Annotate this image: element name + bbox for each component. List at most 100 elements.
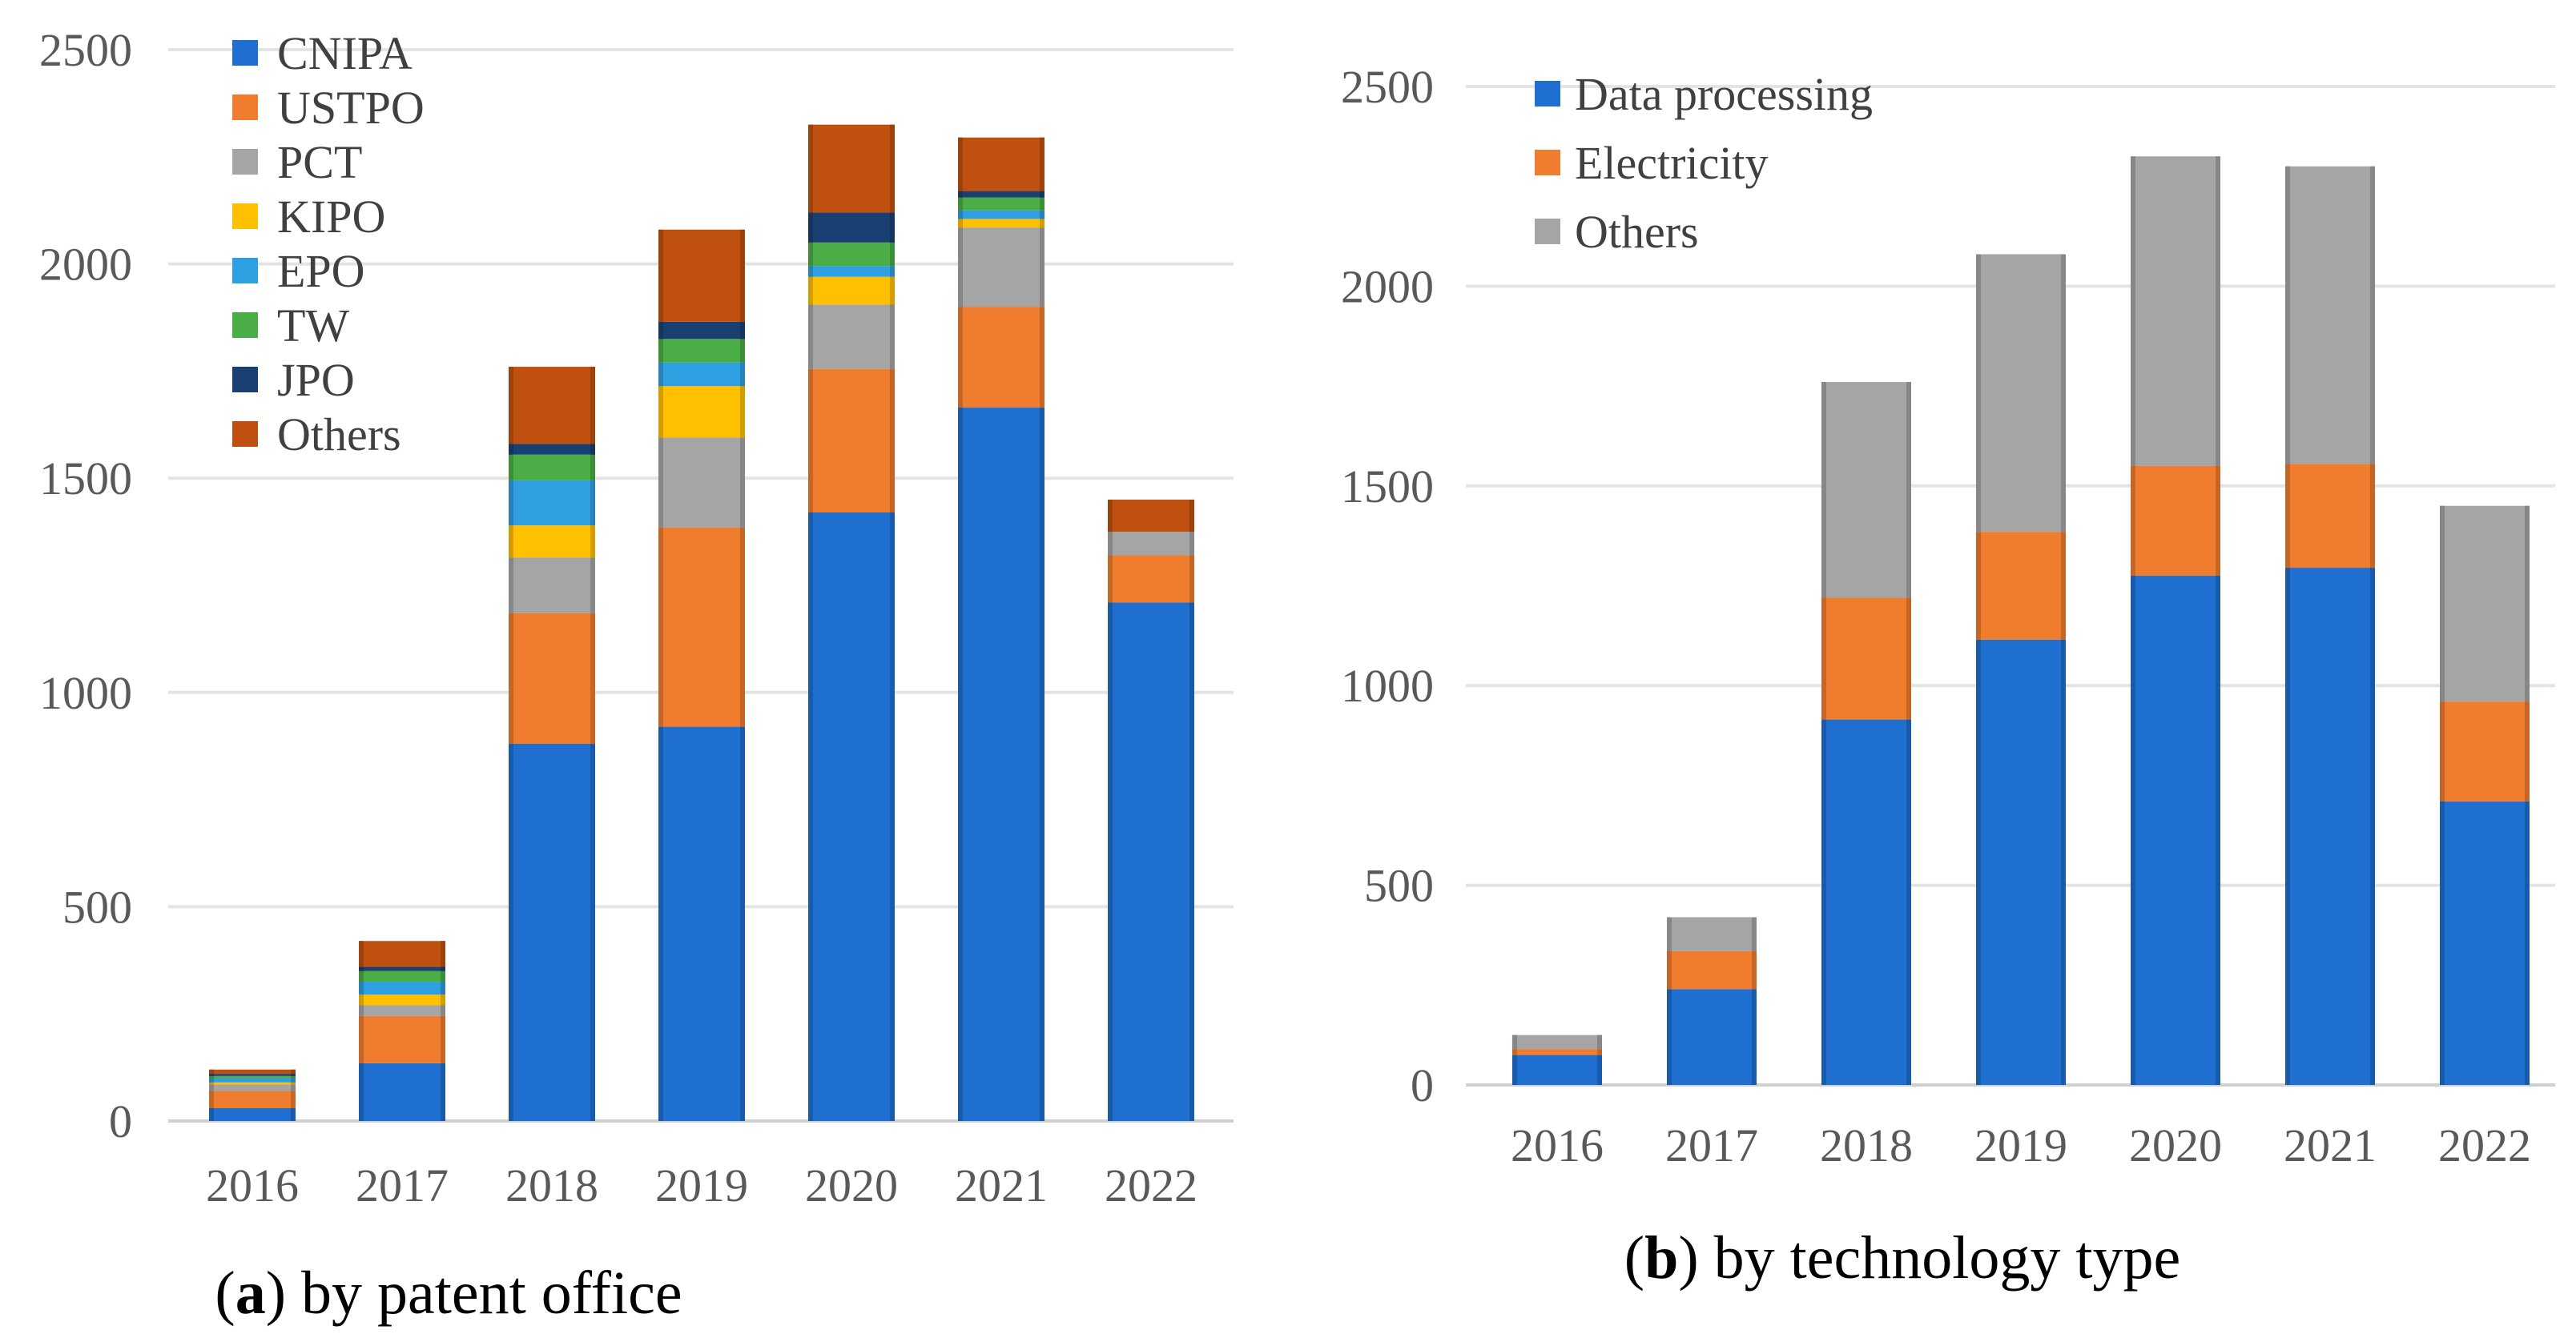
chart-a-x-tick-label: 2020	[805, 1159, 898, 1211]
chart-a-bar-edge-tw-2020	[890, 242, 895, 267]
chart-a-bar-edge-ustpo-2020	[890, 368, 895, 513]
chart-a-bar-pct-2020	[808, 304, 895, 369]
chart-a-bar-edge-pct-2019	[658, 437, 663, 528]
chart-a-caption: (a) by patent office	[215, 1260, 682, 1327]
chart-a-bar-cnipa-2018	[509, 744, 595, 1121]
chart-a-bar-edge-others-2018	[509, 367, 513, 444]
chart-a-bar-tw-2019	[658, 339, 745, 363]
chart-b-bar-edge-data-processing-2021	[2285, 568, 2290, 1085]
chart-b-bar-edge-others-2017	[1752, 917, 1757, 951]
chart-b-bar-edge-others-2021	[2285, 166, 2290, 464]
chart-a-bar-tw-2021	[958, 197, 1044, 211]
chart-a-bar-edge-others-2020	[808, 124, 813, 213]
chart-a-bar-others-2022	[1108, 499, 1194, 532]
chart-a-y-tick-label: 1500	[39, 452, 132, 504]
chart-a-bar-edge-epo-2020	[808, 266, 813, 277]
chart-a-legend-label-cnipa: CNIPA	[277, 27, 413, 79]
chart-b-legend-swatch-others	[1535, 219, 1560, 244]
chart-a-bar-edge-others-2021	[1040, 137, 1044, 191]
chart-a-bar-edge-tw-2021	[958, 197, 963, 211]
chart-b-x-tick-label: 2016	[1511, 1119, 1604, 1171]
chart-a-bar-edge-kipo-2019	[740, 386, 745, 438]
chart-a-y-tick-labels: 0 500 1000 1500 2000 2500	[39, 24, 132, 1147]
chart-a-bar-edge-jpo-2021	[1040, 191, 1044, 198]
chart-a-bar-edge-jpo-2018	[590, 444, 595, 455]
chart-a-bar-edge-pct-2017	[441, 1005, 445, 1016]
chart-a-bars	[209, 124, 1194, 1122]
chart-b-bar-edge-others-2018	[1906, 382, 1911, 598]
chart-a-legend-label-jpo: JPO	[277, 354, 355, 406]
chart-a-bar-kipo-2021	[958, 219, 1044, 228]
chart-b-y-tick-label: 500	[1364, 860, 1434, 912]
chart-b-bar-others-2021	[2285, 166, 2375, 464]
chart-b-bar-electricity-2022	[2440, 701, 2530, 802]
chart-a-bar-edge-others-2016	[209, 1069, 214, 1075]
chart-a-bar-pct-2018	[509, 557, 595, 613]
chart-b-y-tick-label: 2500	[1341, 61, 1434, 113]
chart-a-bar-edge-ustpo-2016	[209, 1091, 214, 1108]
chart-a-bar-edge-pct-2016	[291, 1084, 296, 1091]
chart-a-bar-edge-kipo-2021	[958, 219, 963, 228]
chart-by-technology-type: 0 500 1000 1500 2000 2500 2016 2017 2018 2019 202…	[1341, 61, 2555, 1292]
chart-a-bar-edge-cnipa-2019	[740, 726, 745, 1121]
chart-a-bar-edge-jpo-2019	[658, 321, 663, 340]
chart-a-bar-others-2019	[658, 229, 745, 322]
chart-a-bar-edge-epo-2017	[441, 982, 445, 995]
chart-b-bar-data-processing-2022	[2440, 801, 2530, 1085]
chart-a-bar-edge-jpo-2018	[509, 444, 513, 455]
chart-b-bar-edge-electricity-2019	[1976, 532, 1981, 640]
chart-a-bar-edge-cnipa-2017	[441, 1063, 445, 1121]
chart-a-bar-others-2018	[509, 367, 595, 444]
chart-b-bar-data-processing-2018	[1821, 719, 1911, 1085]
chart-b-bar-edge-others-2019	[2061, 254, 2066, 532]
chart-a-bar-ustpo-2016	[209, 1091, 296, 1108]
chart-a-bar-cnipa-2017	[359, 1063, 445, 1121]
chart-a-bar-edge-ustpo-2019	[740, 527, 745, 727]
chart-a-bar-edge-cnipa-2020	[808, 512, 813, 1121]
chart-a-bar-epo-2021	[958, 210, 1044, 219]
chart-a-bar-edge-kipo-2016	[291, 1082, 296, 1085]
chart-a-bar-edge-tw-2016	[291, 1075, 296, 1079]
chart-a-bar-cnipa-2019	[658, 726, 745, 1121]
chart-a-bar-edge-pct-2020	[890, 304, 895, 369]
chart-a-bar-edge-others-2017	[441, 941, 445, 967]
chart-b-bar-electricity-2017	[1667, 950, 1757, 990]
chart-a-bar-edge-others-2021	[958, 137, 963, 191]
chart-b-bar-others-2018	[1821, 382, 1911, 598]
chart-a-legend-swatch-jpo	[232, 367, 258, 392]
chart-a-bar-ustpo-2019	[658, 527, 745, 727]
chart-a-bar-epo-2016	[209, 1078, 296, 1083]
chart-a-bar-edge-epo-2016	[209, 1078, 214, 1083]
chart-b-bar-edge-data-processing-2022	[2440, 801, 2445, 1085]
chart-a-bar-edge-ustpo-2018	[590, 613, 595, 745]
chart-a-y-tick-label: 0	[109, 1095, 132, 1147]
chart-a-bar-jpo-2020	[808, 212, 895, 243]
chart-a-legend-swatch-kipo	[232, 203, 258, 229]
chart-a-bar-edge-kipo-2019	[658, 386, 663, 438]
chart-a-bar-edge-ustpo-2022	[1108, 555, 1113, 603]
chart-a-legend-swatch-ustpo	[232, 94, 258, 120]
chart-a-legend-label-ustpo: USTPO	[277, 82, 425, 134]
chart-b-bar-data-processing-2019	[1976, 639, 2066, 1085]
chart-a-bar-edge-kipo-2017	[441, 994, 445, 1006]
chart-a-bar-kipo-2018	[509, 525, 595, 558]
chart-a-bar-edge-tw-2017	[359, 970, 364, 982]
chart-a-legend-label-pct: PCT	[277, 136, 362, 188]
chart-a-bar-epo-2018	[509, 480, 595, 526]
chart-b-legend-swatch-electricity	[1535, 150, 1560, 175]
chart-a-bar-ustpo-2020	[808, 368, 895, 513]
chart-a-bar-jpo-2017	[359, 966, 445, 971]
chart-b-bar-edge-others-2020	[2216, 156, 2220, 466]
chart-a-bar-ustpo-2018	[509, 613, 595, 745]
chart-b-bar-electricity-2016	[1512, 1049, 1602, 1055]
chart-a-legend-swatch-pct	[232, 149, 258, 175]
chart-a-y-tick-label: 1000	[39, 667, 132, 719]
chart-a-bar-edge-epo-2018	[590, 480, 595, 526]
chart-b-bar-data-processing-2017	[1667, 989, 1757, 1085]
chart-b-bar-edge-data-processing-2018	[1906, 719, 1911, 1085]
chart-a-legend-swatch-cnipa	[232, 40, 258, 66]
chart-b-y-tick-label: 1500	[1341, 460, 1434, 512]
chart-a-bar-jpo-2021	[958, 191, 1044, 198]
chart-by-patent-office: 0 500 1000 1500 2000 2500 2016 2017 2018 2019 202…	[39, 24, 1234, 1327]
